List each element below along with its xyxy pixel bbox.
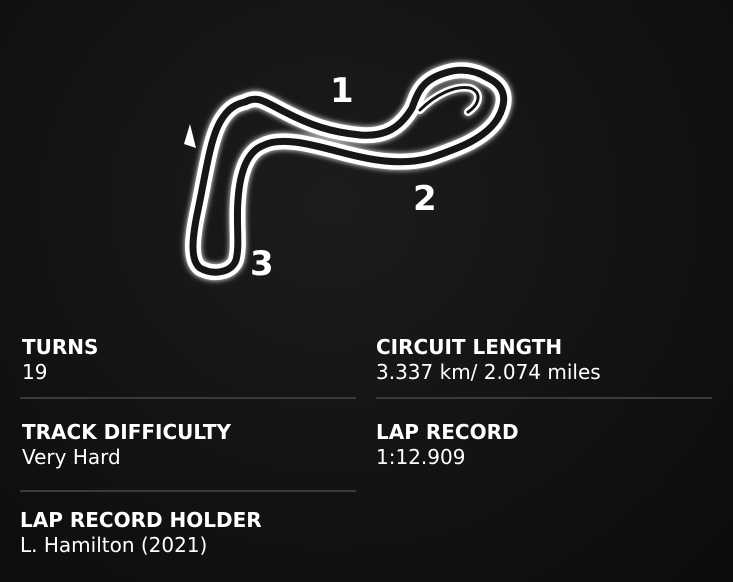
track-map: 1 2 3	[150, 40, 570, 300]
track-path-inner	[189, 66, 508, 276]
stat-track-difficulty-value: Very Hard	[22, 445, 121, 469]
stat-circuit-length-label: CIRCUIT LENGTH	[376, 335, 563, 359]
stat-lap-record-label: LAP RECORD	[376, 420, 519, 444]
stat-lap-record: LAP RECORD 1:12.909	[376, 420, 712, 470]
stat-turns-label: TURNS	[22, 335, 99, 359]
track-outline	[185, 62, 512, 281]
divider	[20, 490, 356, 492]
stat-turns: TURNS 19	[22, 335, 358, 385]
start-finish-marker	[184, 124, 196, 148]
sector-label-1: 1	[330, 71, 354, 111]
stat-circuit-length-value: 3.337 km/ 2.074 miles	[376, 360, 601, 384]
sector-label-3: 3	[250, 244, 274, 284]
divider	[376, 397, 712, 399]
stat-track-difficulty: TRACK DIFFICULTY Very Hard	[22, 420, 358, 470]
stat-circuit-length: CIRCUIT LENGTH 3.337 km/ 2.074 miles	[376, 335, 712, 385]
stat-lap-record-holder-value: L. Hamilton (2021)	[20, 533, 208, 557]
divider	[20, 397, 356, 399]
stat-turns-value: 19	[22, 360, 48, 384]
stat-lap-record-holder-label: LAP RECORD HOLDER	[20, 508, 262, 532]
stat-track-difficulty-label: TRACK DIFFICULTY	[22, 420, 231, 444]
track-map-svg: 1 2 3	[184, 62, 512, 284]
stat-lap-record-holder: LAP RECORD HOLDER L. Hamilton (2021)	[20, 508, 356, 558]
sector-label-2: 2	[413, 179, 437, 219]
stat-lap-record-value: 1:12.909	[376, 445, 466, 469]
